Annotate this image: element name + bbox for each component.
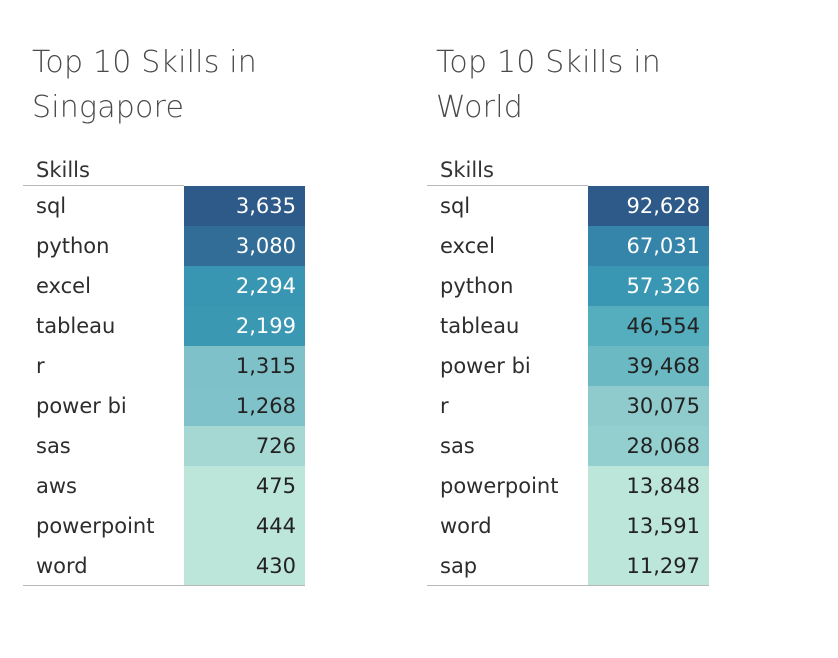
- table-row: r 30,075: [427, 386, 709, 426]
- table-row: python 57,326: [427, 266, 709, 306]
- skill-label: power bi: [440, 354, 531, 378]
- skill-count-cell: 28,068: [588, 426, 709, 466]
- table-row: sas 726: [23, 426, 305, 466]
- table-row: powerpoint 444: [23, 506, 305, 546]
- skill-count-cell: 30,075: [588, 386, 709, 426]
- table-row: power bi 39,468: [427, 346, 709, 386]
- skill-label: r: [36, 354, 45, 378]
- skill-count-cell: 13,848: [588, 466, 709, 506]
- skills-column-header: Skills: [36, 158, 90, 182]
- table-row: sql 3,635: [23, 186, 305, 226]
- skill-label: sql: [440, 194, 471, 218]
- skill-label: sap: [440, 554, 478, 578]
- skill-count-cell: 39,468: [588, 346, 709, 386]
- skill-label: python: [440, 274, 514, 298]
- bottom-divider: [427, 585, 709, 586]
- table-row: sap 11,297: [427, 546, 709, 586]
- skill-label: word: [440, 514, 492, 538]
- skill-count-cell: 13,591: [588, 506, 709, 546]
- table-row: tableau 46,554: [427, 306, 709, 346]
- skill-label: sas: [440, 434, 475, 458]
- skill-label: tableau: [36, 314, 116, 338]
- skill-count-cell: 3,080: [184, 226, 305, 266]
- table-row: word 430: [23, 546, 305, 586]
- table-row: word 13,591: [427, 506, 709, 546]
- skill-count-cell: 2,199: [184, 306, 305, 346]
- table-rows: sql 3,635 python 3,080 excel 2,294 tableau 2,19…: [23, 186, 305, 586]
- skill-label: r: [440, 394, 449, 418]
- skill-count-cell: 444: [184, 506, 305, 546]
- skill-count-cell: 67,031: [588, 226, 709, 266]
- skill-count-cell: 726: [184, 426, 305, 466]
- table-row: sas 28,068: [427, 426, 709, 466]
- skill-label: word: [36, 554, 88, 578]
- table-row: excel 2,294: [23, 266, 305, 306]
- bottom-divider: [23, 585, 305, 586]
- skills-column-header: Skills: [440, 158, 494, 182]
- table-row: python 3,080: [23, 226, 305, 266]
- skill-label: powerpoint: [36, 514, 155, 538]
- skill-label: excel: [36, 274, 91, 298]
- skill-count-cell: 11,297: [588, 546, 709, 586]
- skill-count-cell: 430: [184, 546, 305, 586]
- skill-label: python: [36, 234, 110, 258]
- skill-label: tableau: [440, 314, 520, 338]
- skill-count-cell: 475: [184, 466, 305, 506]
- skill-count-cell: 2,294: [184, 266, 305, 306]
- table-row: excel 67,031: [427, 226, 709, 266]
- skill-count-cell: 92,628: [588, 186, 709, 226]
- table-title: Top 10 Skills in Singapore: [32, 45, 258, 125]
- skill-count-cell: 3,635: [184, 186, 305, 226]
- table-row: aws 475: [23, 466, 305, 506]
- skill-label: sql: [36, 194, 67, 218]
- skill-count-cell: 1,315: [184, 346, 305, 386]
- table-row: r 1,315: [23, 346, 305, 386]
- skill-label: excel: [440, 234, 495, 258]
- table-row: power bi 1,268: [23, 386, 305, 426]
- table-row: tableau 2,199: [23, 306, 305, 346]
- header-divider: [23, 185, 184, 186]
- table-row: sql 92,628: [427, 186, 709, 226]
- skill-count-cell: 57,326: [588, 266, 709, 306]
- skill-count-cell: 46,554: [588, 306, 709, 346]
- table-row: powerpoint 13,848: [427, 466, 709, 506]
- table-title: Top 10 Skills in World: [436, 45, 662, 125]
- skill-label: powerpoint: [440, 474, 559, 498]
- skill-label: aws: [36, 474, 77, 498]
- skill-label: sas: [36, 434, 71, 458]
- skill-label: power bi: [36, 394, 127, 418]
- table-rows: sql 92,628 excel 67,031 python 57,326 tableau 4…: [427, 186, 709, 586]
- header-divider: [427, 185, 588, 186]
- skill-count-cell: 1,268: [184, 386, 305, 426]
